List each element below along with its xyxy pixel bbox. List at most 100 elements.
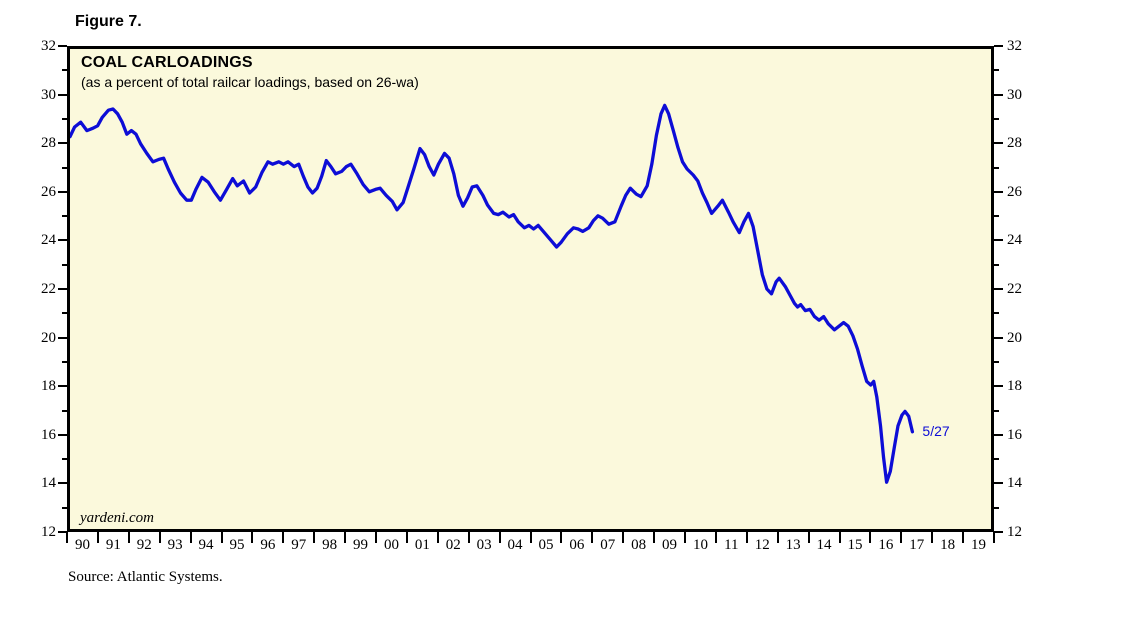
y-axis-label-left: 12 bbox=[41, 524, 56, 540]
x-year-tick bbox=[993, 532, 995, 543]
y-major-tick-right bbox=[994, 336, 1003, 339]
x-axis-year-label: 19 bbox=[971, 537, 987, 553]
y-axis-label-right: 20 bbox=[1007, 329, 1022, 346]
x-year-tick bbox=[436, 532, 439, 543]
x-axis-year-label: 05 bbox=[538, 537, 554, 553]
x-axis-year-label: 16 bbox=[878, 537, 894, 553]
y-axis-label-right: 26 bbox=[1007, 183, 1022, 200]
x-axis-year-label: 11 bbox=[724, 537, 739, 553]
x-year-tick bbox=[127, 532, 130, 543]
x-year-tick bbox=[869, 532, 872, 543]
y-minor-tick-left bbox=[62, 360, 67, 363]
y-minor-tick-left bbox=[62, 458, 67, 461]
y-major-tick-left bbox=[58, 45, 67, 47]
y-minor-tick-right bbox=[994, 409, 999, 412]
y-minor-tick-left bbox=[62, 409, 67, 412]
y-axis-label-left: 22 bbox=[41, 281, 56, 297]
y-axis-label-right: 14 bbox=[1007, 475, 1022, 492]
y-major-tick-right bbox=[994, 45, 1003, 47]
y-minor-tick-right bbox=[994, 506, 999, 509]
y-major-tick-right bbox=[994, 288, 1003, 290]
y-minor-tick-left bbox=[62, 69, 67, 72]
y-major-tick-left bbox=[58, 239, 67, 242]
y-axis-label-left: 30 bbox=[41, 86, 56, 103]
x-axis-year-label: 90 bbox=[74, 537, 90, 553]
x-year-tick bbox=[189, 532, 192, 543]
y-major-tick-left bbox=[58, 482, 67, 485]
x-axis-year-label: 07 bbox=[600, 537, 616, 553]
y-axis-label-left: 14 bbox=[41, 475, 56, 492]
y-minor-tick-right bbox=[994, 117, 999, 120]
chart-plot-area: COAL CARLOADINGS (as a percent of total … bbox=[67, 46, 994, 532]
x-year-tick bbox=[467, 532, 470, 543]
x-axis-year-label: 91 bbox=[105, 537, 121, 553]
x-year-tick bbox=[313, 532, 316, 543]
x-axis-year-label: 96 bbox=[260, 537, 276, 553]
y-major-tick-left bbox=[58, 93, 67, 96]
y-axis-label-right: 30 bbox=[1007, 86, 1022, 103]
x-axis-year-label: 09 bbox=[662, 537, 678, 553]
y-major-tick-left bbox=[58, 531, 67, 533]
y-minor-tick-left bbox=[62, 263, 67, 266]
x-year-tick bbox=[653, 532, 656, 543]
x-year-tick bbox=[931, 532, 934, 543]
x-axis-year-label: 10 bbox=[692, 537, 708, 553]
x-year-tick bbox=[405, 532, 408, 543]
x-year-tick bbox=[962, 532, 965, 543]
last-point-label: 5/27 bbox=[922, 422, 950, 439]
y-minor-tick-right bbox=[994, 166, 999, 169]
y-major-tick-right bbox=[994, 93, 1003, 96]
y-axis-label-right: 24 bbox=[1007, 232, 1022, 249]
y-axis-label-left: 20 bbox=[41, 329, 56, 346]
x-axis-year-label: 98 bbox=[322, 537, 338, 553]
y-axis-label-left: 16 bbox=[41, 426, 56, 443]
y-minor-tick-left bbox=[62, 215, 67, 218]
y-major-tick-right bbox=[994, 142, 1003, 145]
x-axis-year-label: 18 bbox=[940, 537, 956, 553]
figure-label: Figure 7. bbox=[75, 13, 142, 30]
x-year-tick bbox=[714, 532, 717, 543]
x-year-tick bbox=[776, 532, 779, 543]
x-axis-year-label: 94 bbox=[198, 537, 214, 553]
x-year-tick bbox=[375, 532, 377, 543]
x-axis-year-label: 95 bbox=[229, 537, 245, 553]
x-axis-year-label: 00 bbox=[383, 537, 399, 553]
y-major-tick-right bbox=[994, 482, 1003, 485]
x-year-tick bbox=[560, 532, 563, 543]
watermark-yardeni: yardeni.com bbox=[80, 510, 155, 526]
x-year-tick bbox=[498, 532, 501, 543]
y-major-tick-right bbox=[994, 239, 1003, 242]
y-axis-label-right: 28 bbox=[1007, 135, 1022, 152]
y-axis-label-left: 32 bbox=[41, 38, 56, 54]
x-year-tick bbox=[96, 532, 99, 543]
x-axis-year-label: 01 bbox=[414, 537, 430, 553]
y-axis-label-right: 16 bbox=[1007, 426, 1022, 443]
y-axis-label-left: 26 bbox=[41, 183, 56, 200]
chart-subtitle: (as a percent of total railcar loadings,… bbox=[81, 74, 419, 90]
y-minor-tick-right bbox=[994, 360, 999, 363]
chart-title: COAL CARLOADINGS bbox=[81, 54, 253, 71]
x-axis-year-label: 12 bbox=[754, 537, 770, 553]
x-year-tick bbox=[251, 532, 254, 543]
x-axis-year-label: 99 bbox=[353, 537, 369, 553]
y-minor-tick-left bbox=[62, 312, 67, 315]
x-year-tick bbox=[622, 532, 625, 543]
y-axis-label-right: 32 bbox=[1007, 38, 1022, 54]
x-axis-year-label: 93 bbox=[167, 537, 183, 553]
y-major-tick-right bbox=[994, 531, 1003, 533]
x-axis-year-label: 02 bbox=[445, 537, 461, 553]
line-chart-canvas bbox=[70, 103, 915, 484]
x-axis-year-label: 13 bbox=[785, 537, 801, 553]
y-axis-label-left: 24 bbox=[41, 232, 56, 249]
x-axis-year-label: 92 bbox=[136, 537, 152, 553]
y-major-tick-left bbox=[58, 142, 67, 145]
x-year-tick bbox=[684, 532, 686, 543]
x-year-tick bbox=[158, 532, 161, 543]
y-major-tick-left bbox=[58, 385, 67, 388]
source-note: Source: Atlantic Systems. bbox=[68, 569, 223, 585]
x-year-tick bbox=[900, 532, 903, 543]
y-minor-tick-right bbox=[994, 312, 999, 315]
y-axis-label-right: 22 bbox=[1007, 281, 1022, 297]
y-minor-tick-right bbox=[994, 263, 999, 266]
